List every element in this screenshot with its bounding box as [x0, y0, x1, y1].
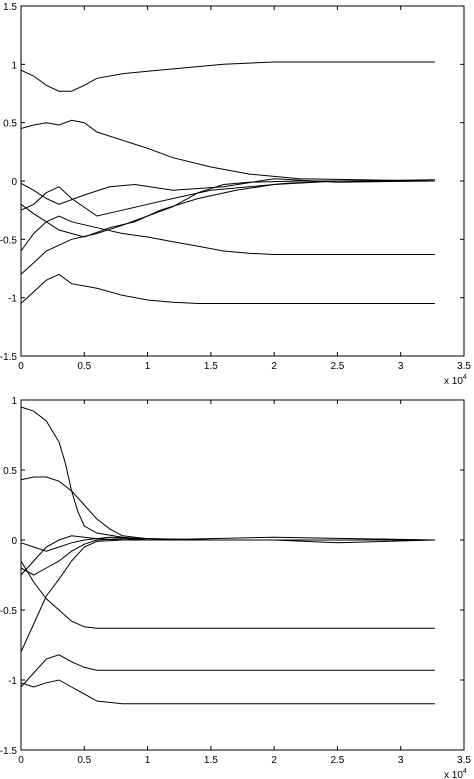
- x-tick-label: 1: [145, 361, 151, 372]
- y-tick-label: 1.5: [3, 2, 17, 13]
- series-line-7: [20, 215, 435, 255]
- plot-frame: [20, 399, 465, 751]
- series-line-2: [20, 119, 435, 182]
- x-tick-label: 2.5: [330, 361, 344, 372]
- x-tick-label: 0: [18, 361, 24, 372]
- x-tick-label: 3.5: [457, 361, 471, 372]
- y-tick-label: -1.5: [0, 746, 17, 757]
- y-tick-label: -1.5: [0, 352, 17, 363]
- x-tick-label: 2: [271, 755, 277, 766]
- series-line-4: [20, 180, 435, 238]
- series-line-6: [20, 180, 435, 275]
- x-tick-label: 2: [271, 361, 277, 372]
- bottom-plot: 0 0.5 1 1.5 2 2.5 3 3.5 -1.5 -1 -0.5 0 0.5 1 x 104: [0, 396, 471, 779]
- series-line-6: [20, 539, 435, 653]
- x-tick-label: 1.5: [204, 755, 218, 766]
- series-line-7: [20, 560, 435, 629]
- x-multiplier-label: x 104: [444, 374, 467, 387]
- x-multiplier-label: x 104: [444, 768, 467, 779]
- series-line-1: [20, 61, 435, 92]
- x-tick-label: 3: [398, 361, 404, 372]
- y-tick-label: 1: [11, 60, 17, 71]
- x-tick-label: 1: [145, 755, 151, 766]
- x-tick-label: 0.5: [77, 361, 91, 372]
- y-tick-label: 0.5: [3, 119, 17, 130]
- series-line-1: [20, 406, 435, 541]
- series-line-8: [20, 273, 435, 304]
- x-tick-label: 3: [398, 755, 404, 766]
- y-tick-label: -1: [8, 676, 17, 687]
- y-tick-label: -0.5: [0, 606, 17, 617]
- series-line-4: [20, 536, 435, 576]
- y-tick-label: 0: [11, 536, 17, 547]
- x-tick-label: 2.5: [330, 755, 344, 766]
- x-tick-label: 1.5: [204, 361, 218, 372]
- series-line-8: [20, 654, 435, 688]
- x-tick-label: 0: [18, 755, 24, 766]
- series-line-2: [20, 476, 435, 541]
- series-line-5: [20, 179, 435, 217]
- series-line-9: [20, 679, 435, 705]
- top-plot: 0 0.5 1 1.5 2 2.5 3 3.5 -1.5 -1 -0.5 0 0.5 1 1.5 x 104: [0, 2, 471, 387]
- x-tick-label: 3.5: [457, 755, 471, 766]
- series-line-3: [20, 178, 435, 205]
- x-tick-label: 0.5: [77, 755, 91, 766]
- y-tick-label: -1: [8, 294, 17, 305]
- y-tick-label: 0: [11, 177, 17, 188]
- y-tick-label: 0.5: [3, 466, 17, 477]
- y-tick-label: 1: [11, 396, 17, 407]
- y-tick-label: -0.5: [0, 235, 17, 246]
